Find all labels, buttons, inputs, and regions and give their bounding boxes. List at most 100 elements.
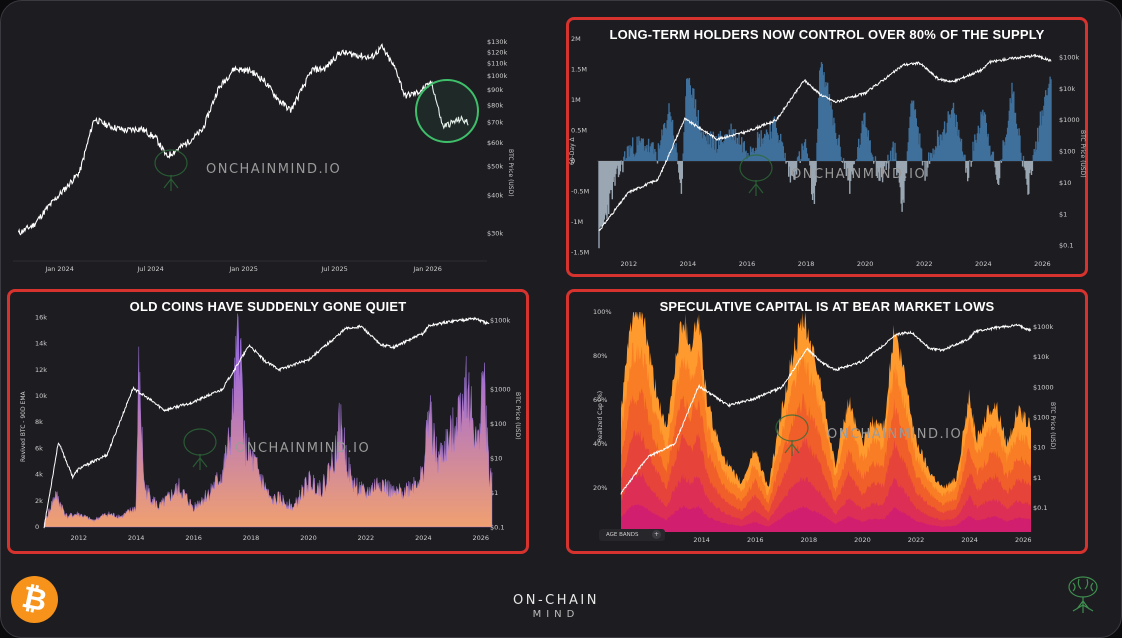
- x-tick-label: 2020: [854, 536, 871, 544]
- age-band-area: [621, 388, 1031, 532]
- lth-supply-chart: 2M 1.5M 1M 0.5M 0 -0.5M -1M -1.5M $100k $10k $1000…: [569, 35, 1086, 268]
- y-right-tick-label: $100k: [1033, 323, 1054, 331]
- y-right-tick-label: $10k: [1059, 85, 1075, 93]
- y-left-tick-label: 100%: [593, 308, 612, 316]
- y-left-tick-label: 16k: [35, 313, 47, 321]
- revived-btc-chart-panel: OLD COINS HAVE SUDDENLY GONE QUIET 16k 14…: [7, 289, 529, 554]
- y-right-tick-label: $100k: [1059, 53, 1080, 61]
- x-tick-label: 2016: [185, 534, 202, 542]
- y-tick-label: $100k: [487, 72, 508, 80]
- y-left-tick-label: 14k: [35, 340, 47, 348]
- y-left-tick-label: 60%: [593, 396, 607, 404]
- y-right-tick-label: $10k: [1033, 353, 1049, 361]
- y-right-tick-label: $1: [1033, 474, 1041, 482]
- chart-title: LONG-TERM HOLDERS NOW CONTROL OVER 80% O…: [609, 27, 1045, 42]
- x-tick-label: Jul 2025: [320, 265, 347, 273]
- revived-area: [43, 313, 493, 528]
- plus-icon[interactable]: +: [652, 530, 661, 539]
- y-left-tick-label: -1M: [571, 218, 583, 226]
- y-left-tick-label: -1.5M: [571, 249, 589, 257]
- y-left-tick-label: 0: [35, 523, 39, 531]
- chart-title: OLD COINS HAVE SUDDENLY GONE QUIET: [129, 299, 407, 314]
- tree-watermark-icon: [192, 454, 208, 470]
- x-tick-label: 2012: [621, 260, 638, 268]
- brand-footer-sub: MIND: [532, 609, 580, 620]
- x-tick-label: Jan 2026: [412, 265, 442, 273]
- tree-watermark-icon: [163, 175, 179, 191]
- y-tick-label: $120k: [487, 48, 508, 56]
- y-left-tick-label: 0.5M: [571, 127, 587, 135]
- y-right-axis-label: BTC Price (USD): [1079, 130, 1086, 178]
- y-tick-label: $130k: [487, 38, 508, 46]
- x-tick-label: 2026: [473, 534, 490, 542]
- y-left-tick-label: 0: [571, 157, 575, 165]
- realized-cap-chart: 100% 80% 60% 40% 20% $100k $10k $1000 $100 $10 $1 $…: [593, 308, 1056, 544]
- watermark-text: ONCHAINMIND.IO: [235, 441, 370, 456]
- x-tick-label: 2014: [128, 534, 145, 542]
- y-right-tick-label: $1: [490, 489, 498, 497]
- x-tick-label: 2016: [747, 536, 764, 544]
- y-left-tick-label: 8k: [35, 418, 43, 426]
- y-right-tick-label: $100: [1033, 414, 1050, 422]
- watermark-logo: [154, 149, 188, 191]
- x-tick-label: Jan 2025: [228, 265, 258, 273]
- x-tick-label: 2024: [415, 534, 432, 542]
- x-tick-label: 2014: [693, 536, 710, 544]
- x-tick-label: 2018: [243, 534, 260, 542]
- y-tick-label: $50k: [487, 163, 503, 171]
- y-right-tick-label: $1000: [1059, 116, 1080, 124]
- y-left-tick-label: -0.5M: [571, 188, 589, 196]
- y-right-axis-label: BTC Price (USD): [1049, 402, 1056, 450]
- negative-area: [598, 161, 1034, 249]
- y-right-tick-label: $100k: [490, 316, 511, 324]
- y-right-tick-label: $0.1: [490, 524, 504, 532]
- y-left-tick-label: 10k: [35, 392, 47, 400]
- x-tick-label: 2018: [798, 260, 815, 268]
- y-left-axis-label: Revived BTC - 90D EMA: [20, 391, 27, 462]
- tree-watermark-icon: [784, 440, 800, 456]
- y-tick-label: $60k: [487, 139, 503, 147]
- revived-btc-chart: 16k 14k 12k 10k 8k 6k 4k 2k 0 $100k $1000 $100 $10 $1…: [20, 313, 521, 542]
- y-tick-label: $30k: [487, 229, 503, 237]
- x-tick-label: Jul 2024: [136, 265, 163, 273]
- bitcoin-symbol: ₿: [18, 579, 51, 620]
- realized-cap-chart-panel: SPECULATIVE CAPITAL IS AT BEAR MARKET LO…: [566, 289, 1088, 554]
- y-left-tick-label: 80%: [593, 352, 607, 360]
- watermark-logo: [775, 414, 809, 456]
- y-right-tick-label: $10: [490, 455, 502, 463]
- y-left-tick-label: 1M: [571, 96, 581, 104]
- y-right-tick-label: $1000: [1033, 383, 1054, 391]
- x-tick-label: 2022: [916, 260, 933, 268]
- y-left-axis-label: Realized Cap (%): [597, 391, 604, 442]
- bitcoin-logo-icon: ₿: [11, 576, 58, 623]
- x-tick-label: Jan 2024: [44, 265, 74, 273]
- price-line: [17, 43, 469, 236]
- y-axis-label: BTC Price (USD): [507, 149, 514, 197]
- lth-supply-chart-panel: LONG-TERM HOLDERS NOW CONTROL OVER 80% O…: [566, 17, 1088, 277]
- btc-price-chart-panel: Jan 2024 Jul 2024 Jan 2025 Jul 2025 Jan 2026…: [11, 29, 541, 281]
- y-left-tick-label: 4k: [35, 471, 43, 479]
- age-band-area: [621, 429, 1031, 532]
- x-tick-label: 2018: [801, 536, 818, 544]
- y-right-tick-label: $0.1: [1059, 242, 1073, 250]
- age-bands-button[interactable]: AGE BANDS +: [599, 529, 665, 541]
- price-line: [620, 323, 1032, 495]
- y-right-tick-label: $1: [1059, 210, 1067, 218]
- y-left-tick-label: 12k: [35, 366, 47, 374]
- x-tick-label: 2020: [857, 260, 874, 268]
- y-tick-label: $80k: [487, 101, 503, 109]
- watermark-text: ONCHAINMIND.IO: [827, 427, 962, 442]
- y-left-tick-label: 1.5M: [571, 66, 587, 74]
- x-tick-label: 2026: [1034, 260, 1051, 268]
- x-tick-label: 2024: [961, 536, 978, 544]
- price-line: [598, 53, 1052, 232]
- y-right-tick-label: $0.1: [1033, 504, 1047, 512]
- x-tick-label: 2022: [358, 534, 375, 542]
- x-tick-label: 2016: [739, 260, 756, 268]
- x-tick-label: 2014: [680, 260, 697, 268]
- y-right-axis-label: BTC Price (USD): [514, 392, 521, 440]
- positive-area: [620, 62, 1052, 161]
- x-tick-label: 2026: [1015, 536, 1032, 544]
- y-left-axis-label: 60-Day Δ: [569, 136, 576, 165]
